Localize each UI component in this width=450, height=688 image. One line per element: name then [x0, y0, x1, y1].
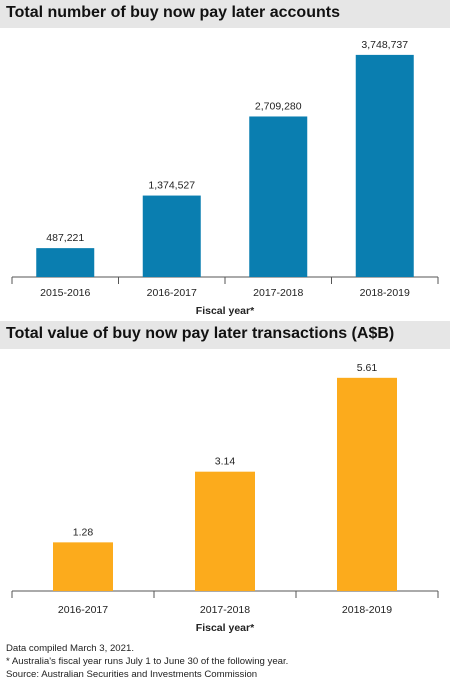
footnotes: Data compiled March 3, 2021. * Australia…: [6, 642, 288, 681]
chart1-bar: [249, 116, 308, 277]
chart1-x-axis-title: Fiscal year*: [196, 305, 255, 317]
footnote-fiscal-year: * Australia's fiscal year runs July 1 to…: [6, 656, 289, 667]
chart1-data-label: 3,748,737: [361, 39, 408, 51]
chart1-bar: [36, 248, 95, 277]
chart1-data-label: 2,709,280: [255, 100, 302, 112]
transactions-bar-chart: 1.28 2016-2017 3.14 2017-2018 5.61 2018-2019 F…: [11, 362, 439, 634]
chart2-x-tick-label: 2016-2017: [58, 604, 108, 616]
chart1-x-tick-label: 2016-2017: [147, 287, 197, 299]
chart2-title: Total value of buy now pay later transac…: [6, 325, 395, 342]
chart1-data-label: 487,221: [46, 232, 84, 244]
chart2-data-label: 3.14: [215, 456, 236, 468]
chart2-title-bar: Total value of buy now pay later transac…: [0, 321, 450, 349]
chart2-bar: [53, 542, 113, 591]
chart1-title-bar: Total number of buy now pay later accoun…: [0, 0, 450, 28]
chart1-title: Total number of buy now pay later accoun…: [6, 4, 340, 21]
chart2-bar: [337, 377, 397, 591]
chart1-data-label: 1,374,527: [148, 180, 195, 192]
chart2-data-label: 5.61: [357, 362, 378, 374]
chart1-x-tick-label: 2015-2016: [40, 287, 90, 299]
chart2-x-axis-title: Fiscal year*: [196, 622, 255, 634]
chart2-bar: [195, 471, 255, 591]
footnote-source: Source: Australian Securities and Invest…: [6, 669, 258, 680]
chart2-x-tick-label: 2017-2018: [200, 604, 250, 616]
chart1-x-tick-label: 2018-2019: [360, 287, 410, 299]
chart2-x-tick-label: 2018-2019: [342, 604, 392, 616]
chart1-x-tick-label: 2017-2018: [253, 287, 303, 299]
accounts-bar-chart: 487,221 2015-2016 1,374,527 2016-2017 2,709,…: [11, 39, 439, 317]
chart1-bar: [142, 195, 201, 277]
chart1-bar: [355, 54, 414, 278]
footnote-date: Data compiled March 3, 2021.: [6, 643, 134, 654]
chart2-data-label: 1.28: [73, 526, 94, 538]
